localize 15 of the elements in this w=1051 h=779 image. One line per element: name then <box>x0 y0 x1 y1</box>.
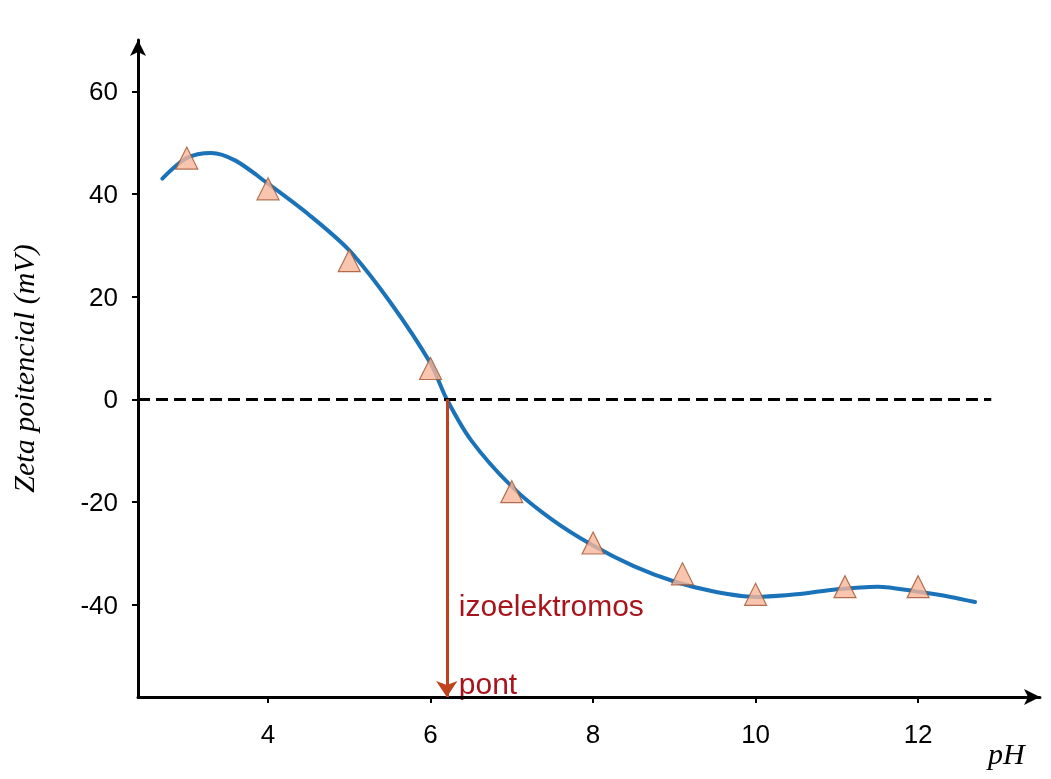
y-axis-title: Zeta poitencial (mV) <box>6 244 41 493</box>
y-tick-label: 0 <box>103 384 118 415</box>
x-tick-label: 4 <box>260 719 276 749</box>
x-axis-title: pH <box>986 736 1027 770</box>
y-tick-label: 60 <box>89 76 118 107</box>
y-tick-label: -20 <box>80 486 118 517</box>
x-tick-label: 12 <box>903 719 933 749</box>
y-tick-label: -40 <box>80 589 118 620</box>
x-tick-label: 6 <box>423 719 438 749</box>
y-tick-label: 40 <box>89 178 118 209</box>
x-tick-label: 10 <box>741 719 771 749</box>
annotation: izoelektromos <box>458 588 644 622</box>
annotation: pont <box>458 667 518 701</box>
x-tick-label: 8 <box>585 719 601 749</box>
y-tick-label: 20 <box>89 281 118 312</box>
